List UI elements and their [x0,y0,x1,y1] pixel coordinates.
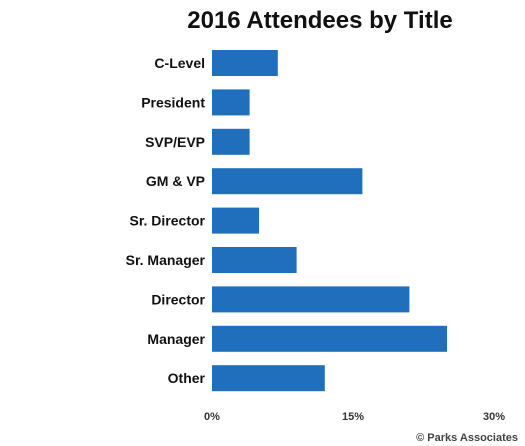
bar-c-level [212,50,278,76]
category-label-president: President [141,94,205,110]
category-label-sr-director: Sr. Director [130,213,206,229]
x-tick-label: 0% [204,411,220,423]
category-label-director: Director [151,291,205,307]
bar-sr-director [212,207,259,234]
category-label-c-level: C-Level [154,55,205,71]
bar-sr-manager [212,247,297,273]
bar-other [212,365,325,392]
bars-group [212,50,447,392]
category-label-svp-evp: SVP/EVP [145,134,205,150]
category-labels: C-Level President SVP/EVP GM & VP Sr. Direct… [126,55,206,386]
category-label-other: Other [168,370,206,386]
bar-gm-vp [212,168,363,195]
category-label-gm-vp: GM & VP [146,173,205,189]
x-tick-label: 15% [342,411,364,423]
bar-director [212,286,410,313]
copyright-credit: © Parks Associates [416,432,518,444]
x-axis-ticks: 0% 15% 30% [204,411,505,423]
bar-president [212,89,250,116]
bar-svp-evp [212,128,250,155]
chart-title: 2016 Attendees by Title [187,7,452,34]
x-tick-label: 30% [483,411,505,423]
category-label-manager: Manager [147,331,205,347]
bar-manager [212,325,447,352]
category-label-sr-manager: Sr. Manager [126,252,206,268]
